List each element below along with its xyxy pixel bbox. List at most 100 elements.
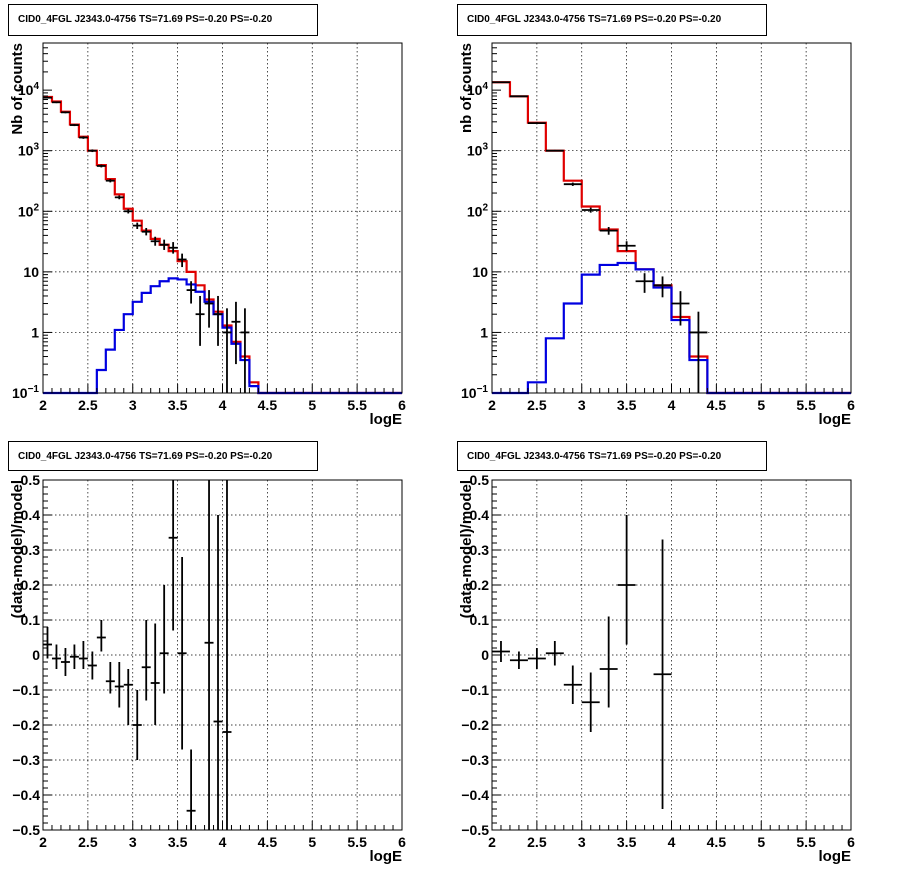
data-point [78,641,88,669]
y-tick-label: 0.4 [21,507,41,523]
data-point [545,149,564,152]
panel-title-3: CID0_4FGL J2343.0-4756 TS=71.69 PS=-0.20… [8,441,318,471]
y-tick-label: 0.2 [470,577,490,593]
x-axis-title: logE [819,848,852,865]
data-point [492,81,510,84]
data-point [51,101,61,104]
x-tick-label: 2.5 [78,834,98,850]
x-tick-label: 6 [398,834,406,850]
y-tick-label: 0.3 [21,542,41,558]
x-tick-label: 4.5 [707,397,727,413]
y-tick-label-exponent: 3 [33,142,39,153]
data-point [123,669,133,725]
data-point [114,195,124,200]
data-point [195,295,205,346]
data-point [213,515,223,830]
y-tick-label: 102 [467,202,489,219]
y-tick-label: 10−1 [12,384,39,401]
data-point [150,236,160,246]
data-point [509,651,528,669]
y-tick-label-exponent: 3 [482,142,488,153]
y-tick-label: −0.1 [461,682,489,698]
data-point [492,641,510,662]
data-point [159,585,169,694]
data-point [87,651,97,680]
y-tick-label: 0.5 [470,472,490,488]
y-tick-label: −0.3 [12,752,40,768]
y-tick-label-exponent: −1 [28,384,40,395]
data-point [150,623,160,725]
y-tick-label: 0 [481,647,489,663]
x-axis-title: logE [819,411,852,428]
data-point [78,136,88,139]
x-tick-label: 5 [757,834,765,850]
x-tick-label: 4.5 [258,397,278,413]
y-tick-label-exponent: −1 [477,384,489,395]
data-point [231,301,241,365]
x-axis-title: logE [370,411,403,428]
x-tick-label: 2 [488,397,496,413]
x-tick-label: 5.5 [796,397,816,413]
data-point [222,308,232,393]
data-point [581,672,600,732]
x-tick-label: 5.5 [347,834,367,850]
data-point [653,539,672,809]
data-point [635,273,654,293]
y-tick-label: 10 [472,264,488,280]
x-tick-label: 5 [757,397,765,413]
y-tick-label: −0.5 [12,822,40,838]
x-tick-label: 4 [219,397,227,413]
data-point [545,641,564,666]
y-axis-title: (data-model)/model [9,480,26,618]
y-tick-label: −0.3 [461,752,489,768]
x-tick-label: 5.5 [347,397,367,413]
data-point [141,620,151,701]
data-point [527,648,546,669]
data-point [204,480,214,830]
y-tick-label: 10 [23,264,39,280]
data-point [141,227,151,236]
data-point [168,480,178,631]
x-tick-label: 5 [308,834,316,850]
y-tick-label: −0.4 [12,787,40,803]
data-point [563,665,582,704]
y-tick-label-exponent: 2 [482,202,488,213]
x-tick-label: 4.5 [258,834,278,850]
x-tick-label: 5.5 [796,834,816,850]
x-tick-label: 5 [308,397,316,413]
x-tick-label: 2.5 [527,834,547,850]
y-axis-title: nb of counts [458,43,475,133]
y-tick-label: 103 [18,142,40,159]
data-point [671,291,690,326]
x-tick-label: 2.5 [78,397,98,413]
data-point [204,290,214,328]
data-point [114,662,124,708]
x-tick-label: 6 [847,397,855,413]
panel-4: 2 2.5 3 3.5 4 4.5 5 5.5 6 −0.5 −0.4 −0.3 −0.2 −0.1 0 0.… [458,472,855,865]
data-point [599,616,618,708]
data-point [60,648,70,676]
data-point [69,124,79,127]
y-tick-label: 0.1 [21,612,41,628]
series-line-model-total [43,95,402,395]
y-tick-label: 1 [480,324,488,340]
x-tick-label: 6 [847,834,855,850]
data-point [563,182,582,186]
data-point [105,179,115,183]
y-tick-label: −0.2 [12,717,40,733]
x-tick-label: 3.5 [617,834,637,850]
x-tick-label: 2 [39,834,47,850]
data-point [599,227,618,235]
data-point [87,149,97,153]
x-tick-label: 2 [39,397,47,413]
x-tick-label: 4 [668,834,676,850]
panel-2: 2 2.5 3 3.5 4 4.5 5 5.5 610−1110102103104logEnb … [458,42,855,428]
data-point [186,281,196,304]
y-tick-label: −0.1 [12,682,40,698]
y-tick-label-exponent: 2 [33,202,39,213]
data-point [653,276,672,298]
data-point [689,311,708,393]
data-point [159,239,169,250]
